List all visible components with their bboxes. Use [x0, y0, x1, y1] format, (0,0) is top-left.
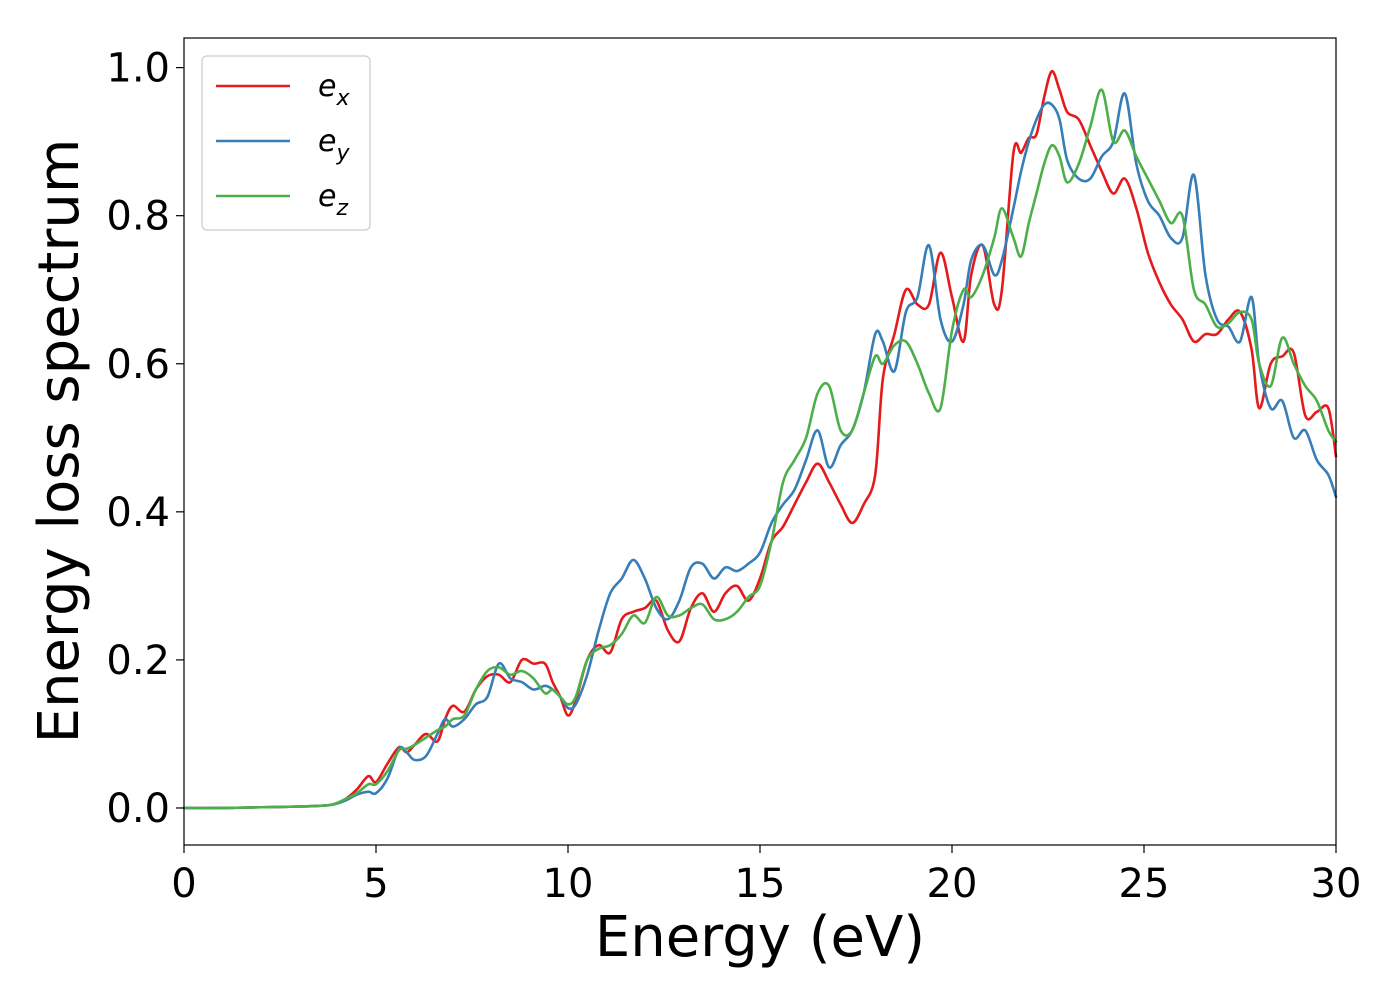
legend-box — [201, 55, 371, 231]
y-tick-label: 1.0 — [106, 46, 170, 92]
x-tick-label: 25 — [1119, 861, 1170, 907]
y-axis-label: Energy loss spectrum — [27, 139, 92, 744]
y-tick-label: 0.4 — [106, 490, 170, 536]
y-tick-label: 0.8 — [106, 194, 170, 240]
legend-label-z: ez — [318, 179, 348, 221]
x-tick-label: 5 — [363, 861, 388, 907]
x-axis-ticks: 0 5 10 15 20 25 30 — [171, 845, 1361, 907]
series-line-z — [182, 88, 1338, 810]
series-line-y — [182, 92, 1338, 810]
legend-label-y: ey — [318, 124, 350, 166]
x-axis-label: Energy (eV) — [595, 905, 925, 970]
y-tick-label: 0.6 — [106, 342, 170, 388]
series-line-x — [182, 70, 1338, 810]
y-axis-ticks: 0.0 0.2 0.4 0.6 0.8 1.0 — [106, 46, 184, 832]
x-tick-label: 30 — [1311, 861, 1362, 907]
legend-label-x: ex — [318, 69, 350, 111]
legend: ex ey ez — [201, 55, 371, 231]
series-lines — [182, 70, 1338, 810]
x-tick-label: 20 — [927, 861, 978, 907]
x-tick-label: 0 — [171, 861, 196, 907]
x-tick-label: 15 — [735, 861, 786, 907]
y-tick-label: 0.0 — [106, 786, 170, 832]
y-tick-label: 0.2 — [106, 638, 170, 684]
x-tick-label: 10 — [543, 861, 594, 907]
